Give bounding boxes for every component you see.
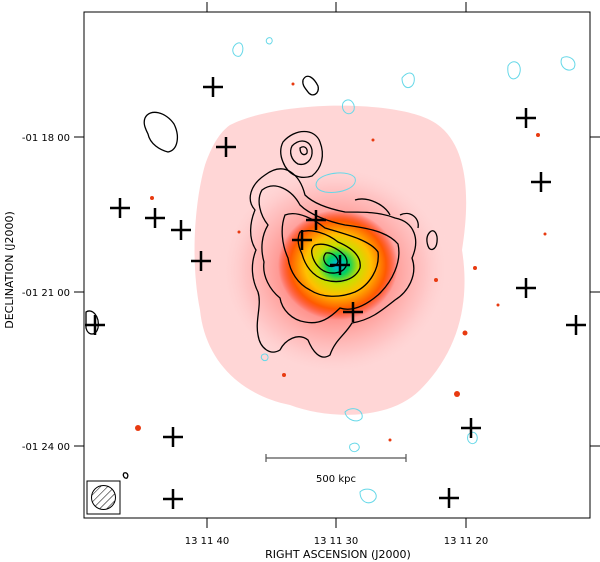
y-tick-label: -01 24 00 [22, 442, 70, 453]
x-tick-label: 13 11 40 [185, 536, 230, 547]
scale-bar [265, 454, 407, 462]
point-sources [135, 82, 547, 442]
radio-contours [85, 75, 438, 479]
y-tick-label: -01 21 00 [22, 288, 70, 299]
x-axis-title: RIGHT ASCENSION (J2000) [265, 548, 411, 561]
x-tick-label: 13 11 30 [314, 536, 359, 547]
axis-ticks [74, 2, 600, 528]
y-tick-label: -01 18 00 [22, 133, 70, 144]
y-axis-title: DECLINATION (J2000) [3, 211, 16, 329]
x-tick-label: 13 11 20 [444, 536, 489, 547]
cyan-contours [232, 37, 576, 504]
beam-indicator [86, 480, 121, 515]
galaxy-markers [85, 77, 586, 509]
scale-bar-label: 500 kpc [316, 474, 356, 485]
